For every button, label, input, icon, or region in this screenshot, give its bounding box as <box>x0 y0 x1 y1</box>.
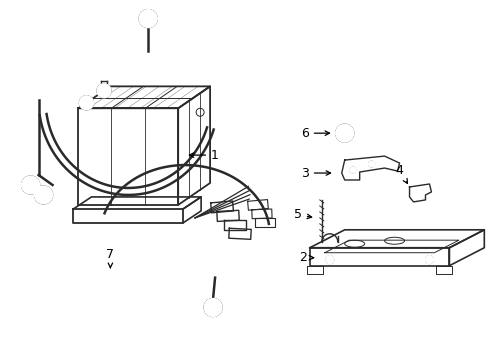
Circle shape <box>425 256 432 264</box>
Text: 7: 7 <box>106 248 114 267</box>
Circle shape <box>325 256 333 264</box>
Text: 2: 2 <box>298 251 313 264</box>
Circle shape <box>368 161 374 167</box>
Circle shape <box>203 298 222 316</box>
Circle shape <box>35 186 52 204</box>
Circle shape <box>21 176 40 194</box>
Circle shape <box>139 10 157 28</box>
Circle shape <box>349 167 355 173</box>
Text: 4: 4 <box>395 163 407 183</box>
Text: 1: 1 <box>189 149 219 162</box>
Circle shape <box>97 84 111 98</box>
Text: 5: 5 <box>293 208 311 221</box>
Circle shape <box>80 96 93 110</box>
Text: 3: 3 <box>300 167 330 180</box>
Text: 6: 6 <box>300 127 329 140</box>
Circle shape <box>335 124 353 142</box>
